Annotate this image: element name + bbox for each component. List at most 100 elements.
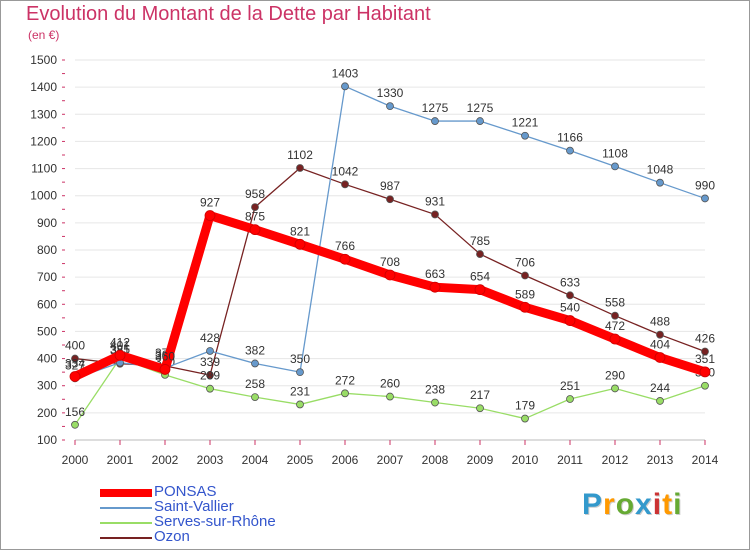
legend-label: Ozon <box>154 528 190 545</box>
data-point-ponsas <box>609 333 621 345</box>
x-tick-label: 2001 <box>107 453 134 467</box>
data-label-ponsas: 875 <box>245 210 265 224</box>
data-label-serves-sur-rh-ne: 238 <box>425 383 445 397</box>
y-tick-label: 100 <box>37 433 57 447</box>
legend-swatch <box>100 537 152 539</box>
data-label-serves-sur-rh-ne: 231 <box>290 384 310 398</box>
data-label-serves-sur-rh-ne: 289 <box>200 369 220 383</box>
data-point-ozon <box>71 354 79 363</box>
data-label-ozon: 426 <box>695 332 715 346</box>
data-point-ozon <box>296 164 304 172</box>
y-tick-label: 1400 <box>30 80 57 94</box>
chart-title: Evolution du Montant de la Dette par Hab… <box>26 3 431 25</box>
data-point-saint-vallier <box>476 117 484 125</box>
data-point-serves-sur-rh-ne <box>206 384 214 393</box>
x-tick-label: 2010 <box>512 453 539 467</box>
legend-label: Serves-sur-Rhône <box>154 513 276 530</box>
x-tick-label: 2014 <box>692 453 719 467</box>
x-tick-label: 2008 <box>422 453 449 467</box>
data-label-saint-vallier: 1048 <box>647 163 674 177</box>
data-label-ozon: 1102 <box>287 148 313 162</box>
data-point-saint-vallier <box>656 178 664 187</box>
data-point-ozon <box>521 271 529 280</box>
legend-swatch <box>100 489 152 497</box>
data-label-ozon: 958 <box>245 187 265 201</box>
data-label-serves-sur-rh-ne: 156 <box>65 405 85 419</box>
x-tick-label: 2005 <box>287 453 314 467</box>
y-tick-label: 900 <box>37 216 57 230</box>
data-label-ozon: 400 <box>65 339 85 353</box>
data-label-serves-sur-rh-ne: 258 <box>245 377 265 391</box>
y-tick-label: 1200 <box>30 134 57 148</box>
legend-label: PONSAS <box>154 483 217 500</box>
data-point-serves-sur-rh-ne <box>566 395 574 403</box>
data-label-saint-vallier: 1275 <box>422 101 449 115</box>
legend-swatch <box>100 522 152 524</box>
brand-letter: i <box>652 488 663 521</box>
data-label-ozon: 339 <box>200 355 220 369</box>
data-point-serves-sur-rh-ne <box>431 398 439 407</box>
data-label-ponsas: 540 <box>560 301 580 315</box>
data-label-ponsas: 927 <box>200 196 220 210</box>
chart-unit: (en €) <box>28 28 60 42</box>
brand-letter: x <box>635 488 653 521</box>
data-label-saint-vallier: 1166 <box>557 131 583 145</box>
data-label-ozon: 931 <box>425 194 445 208</box>
data-label-serves-sur-rh-ne: 217 <box>470 388 490 402</box>
data-label-serves-sur-rh-ne: 244 <box>650 381 670 395</box>
data-point-ponsas <box>294 238 306 250</box>
x-tick-label: 2007 <box>377 453 404 467</box>
data-label-serves-sur-rh-ne: 251 <box>560 379 580 393</box>
data-point-ozon <box>476 250 484 258</box>
data-point-serves-sur-rh-ne <box>296 400 304 409</box>
x-tick-label: 2011 <box>557 453 583 467</box>
y-tick-label: 1300 <box>30 107 57 121</box>
data-point-saint-vallier <box>701 194 709 203</box>
data-label-ponsas: 654 <box>470 270 490 284</box>
data-point-ponsas <box>384 269 396 281</box>
x-tick-label: 2000 <box>62 453 89 467</box>
data-label-serves-sur-rh-ne: 179 <box>515 399 535 413</box>
y-tick-label: 1000 <box>30 189 57 203</box>
data-point-saint-vallier <box>206 347 214 355</box>
y-tick-label: 200 <box>37 406 57 420</box>
data-point-ponsas <box>339 253 351 265</box>
y-tick-label: 800 <box>37 243 57 257</box>
data-point-serves-sur-rh-ne <box>476 404 484 413</box>
brand-letter: r <box>603 488 616 521</box>
data-point-ozon <box>611 311 619 320</box>
data-label-ponsas: 472 <box>605 319 625 333</box>
data-point-ozon <box>431 210 439 219</box>
data-point-serves-sur-rh-ne <box>341 389 349 398</box>
data-label-ponsas: 334 <box>65 356 85 370</box>
legend-label: Saint-Vallier <box>154 498 234 515</box>
data-point-ponsas <box>159 364 171 375</box>
data-point-ozon <box>386 195 394 204</box>
data-point-saint-vallier <box>386 102 394 111</box>
data-point-ponsas <box>519 301 531 313</box>
data-label-saint-vallier: 990 <box>695 178 715 192</box>
data-label-ozon: 706 <box>515 256 535 270</box>
brand-letter: o <box>615 488 636 521</box>
data-label-serves-sur-rh-ne: 401 <box>110 338 130 352</box>
brand-letter: t <box>662 488 674 521</box>
data-label-ozon: 785 <box>470 234 490 248</box>
x-tick-label: 2009 <box>467 453 494 467</box>
x-tick-label: 2003 <box>197 453 224 467</box>
data-point-serves-sur-rh-ne <box>611 384 619 393</box>
data-label-serves-sur-rh-ne: 260 <box>380 377 400 391</box>
data-point-ozon <box>251 203 259 212</box>
data-label-ponsas: 821 <box>290 224 310 238</box>
data-label-saint-vallier: 1403 <box>332 66 359 80</box>
data-point-saint-vallier <box>341 82 349 91</box>
data-label-ponsas: 766 <box>335 239 355 253</box>
data-label-saint-vallier: 428 <box>200 331 220 345</box>
data-label-ponsas: 412 <box>110 335 130 349</box>
data-label-ponsas: 351 <box>695 352 715 366</box>
data-point-saint-vallier <box>611 162 619 171</box>
x-tick-label: 2012 <box>602 453 629 467</box>
data-point-ozon <box>566 291 574 300</box>
brand-logo: Proxiti <box>582 488 682 522</box>
data-point-serves-sur-rh-ne <box>386 392 394 401</box>
